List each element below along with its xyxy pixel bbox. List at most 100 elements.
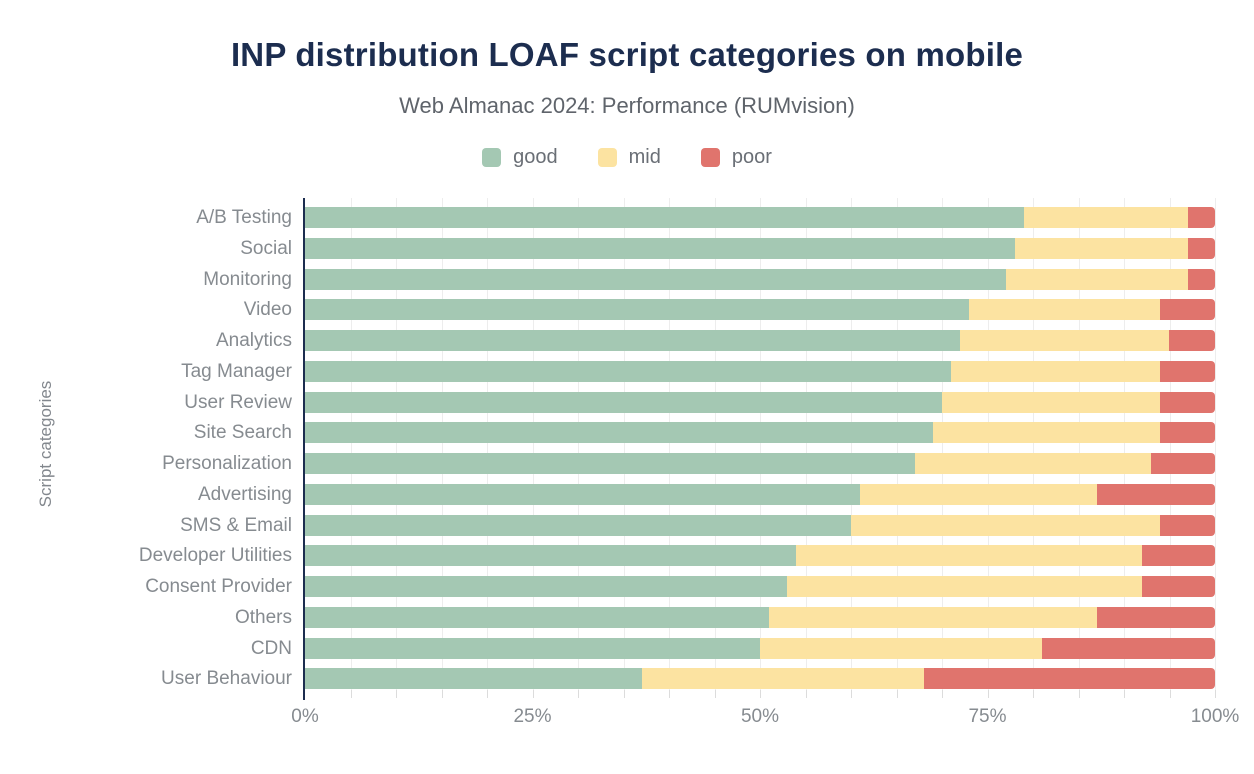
category-label: Tag Manager	[181, 360, 292, 382]
bar-row	[305, 360, 1215, 382]
bar-segment-poor	[1160, 422, 1215, 444]
legend-label: poor	[731, 146, 772, 168]
legend-item-mid: mid	[597, 146, 661, 169]
gridline	[851, 198, 852, 690]
x-tick-label: 0%	[291, 706, 319, 727]
bar-segment-poor	[1160, 514, 1215, 536]
bar-segment-good	[305, 576, 788, 597]
bar-segment-poor	[1169, 330, 1215, 351]
legend-label: good	[513, 146, 558, 168]
bar-segment-poor	[1187, 268, 1215, 290]
legend-item-poor: poor	[700, 146, 772, 169]
gridline	[1078, 198, 1080, 690]
category-labels: A/B Testing Social Monitoring Video Analytic…	[0, 198, 292, 689]
bar-segment-mid	[942, 391, 1161, 413]
legend: good mid poor	[0, 146, 1254, 169]
bar-row	[305, 545, 1215, 567]
bar-row	[305, 299, 1215, 321]
bar-segment-mid	[960, 330, 1170, 351]
bar-segment-good	[305, 360, 952, 382]
bar-segment-mid	[769, 606, 1097, 628]
legend-item-good: good	[482, 146, 558, 169]
axis-tick	[987, 690, 989, 698]
bar-row	[305, 606, 1215, 628]
bar-segment-good	[305, 207, 1024, 228]
bar-segment-poor	[1042, 637, 1215, 659]
bar-segment-mid	[951, 360, 1161, 382]
axis-tick	[896, 690, 898, 698]
gridline	[396, 198, 397, 690]
legend-swatch-poor-icon	[700, 148, 720, 167]
axis-tick	[487, 690, 488, 698]
bar-segment-good	[305, 422, 933, 444]
bar-row	[305, 207, 1215, 228]
x-tick-label: 100%	[1190, 706, 1240, 727]
axis-tick	[760, 690, 761, 698]
y-axis-line	[303, 198, 305, 700]
bar-row	[305, 668, 1215, 690]
category-label: Social	[240, 237, 292, 259]
bar-row	[305, 330, 1215, 351]
bar-segment-poor	[1187, 237, 1215, 259]
gridline	[1169, 198, 1171, 690]
gridline	[532, 198, 534, 690]
bar-row	[305, 453, 1215, 474]
x-tick-label: 25%	[513, 706, 552, 727]
category-label: Monitoring	[203, 268, 292, 290]
category-label: Consent Provider	[145, 576, 292, 597]
bar-row	[305, 422, 1215, 444]
bar-segment-good	[305, 545, 797, 567]
gridline	[441, 198, 443, 690]
category-label: Advertising	[198, 483, 292, 505]
bar-segment-poor	[1160, 360, 1215, 382]
bar-segment-good	[305, 268, 1006, 290]
axis-tick	[441, 690, 443, 698]
gridline	[1124, 198, 1125, 690]
bar-segment-good	[305, 299, 970, 321]
bar-row	[305, 483, 1215, 505]
axis-tick	[1215, 690, 1216, 698]
category-label: Personalization	[162, 453, 292, 474]
plot-area: 0% 25% 50% 75% 100%	[291, 198, 1239, 727]
axis-tick	[396, 690, 397, 698]
bar-segment-good	[305, 453, 915, 474]
axis-tick	[623, 690, 625, 698]
bar-row	[305, 391, 1215, 413]
category-label: Analytics	[215, 330, 292, 351]
gridline	[623, 198, 625, 690]
gridline	[714, 198, 716, 690]
chart-subtitle: Web Almanac 2024: Performance (RUMvision…	[399, 93, 855, 118]
axis-tick	[1124, 690, 1125, 698]
bar-segment-poor	[1142, 576, 1215, 597]
bar-segment-mid	[860, 483, 1097, 505]
category-label: User Review	[184, 391, 292, 413]
category-label: Site Search	[193, 422, 292, 444]
legend-swatch-mid-icon	[597, 148, 617, 167]
bar-segment-good	[305, 391, 942, 413]
bar-segment-poor	[923, 668, 1215, 690]
bar-segment-good	[305, 330, 961, 351]
bar-row	[305, 514, 1215, 536]
bars	[305, 198, 1215, 690]
bar-segment-mid	[914, 453, 1152, 474]
category-label: A/B Testing	[196, 207, 292, 228]
legend-swatch-good-icon	[482, 148, 502, 167]
gridline	[350, 198, 352, 690]
bar-segment-poor	[1142, 545, 1215, 567]
category-label: Developer Utilities	[138, 545, 292, 567]
x-tick-label: 50%	[740, 706, 780, 727]
gridline	[987, 198, 989, 690]
bar-segment-mid	[1005, 268, 1188, 290]
x-tick-label: 75%	[968, 706, 1007, 727]
axis-tick	[578, 690, 579, 698]
bar-segment-good	[305, 606, 770, 628]
gridline	[669, 198, 670, 690]
gridline	[896, 198, 898, 690]
bar-row	[305, 237, 1215, 259]
axis-tick	[669, 690, 670, 698]
bar-row	[305, 268, 1215, 290]
category-label: Video	[243, 299, 292, 321]
legend-label: mid	[628, 146, 661, 168]
bar-segment-mid	[787, 576, 1143, 597]
bar-segment-mid	[641, 668, 924, 690]
